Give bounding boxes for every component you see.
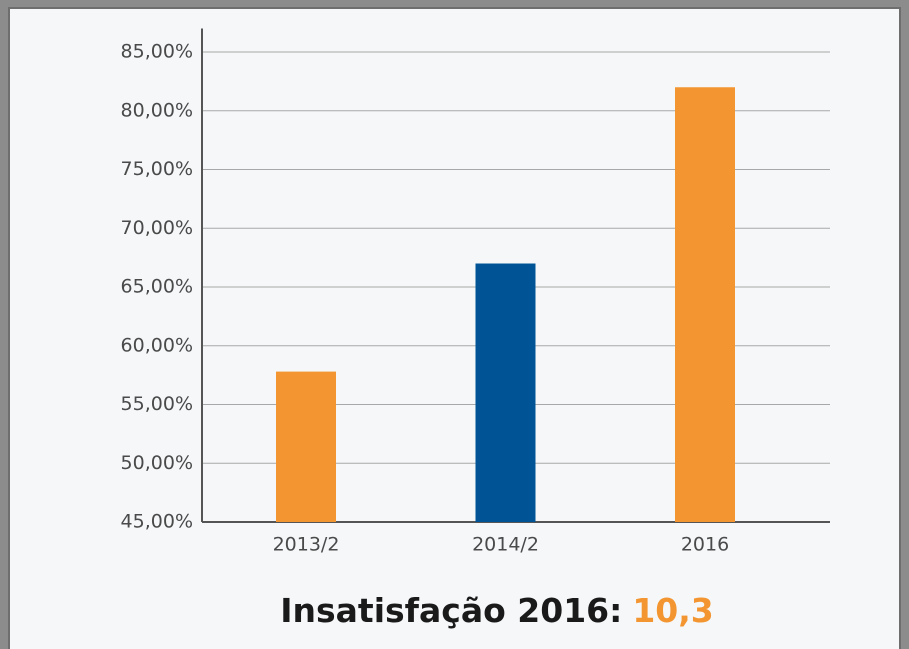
bar <box>675 87 735 522</box>
y-tick-label: 85,00% <box>121 41 193 63</box>
y-tick-label: 70,00% <box>121 217 193 239</box>
x-tick-label: 2016 <box>681 534 729 556</box>
x-tick-label: 2013/2 <box>273 534 340 556</box>
bar <box>276 371 336 522</box>
y-tick-label: 45,00% <box>121 511 193 533</box>
annotation: Insatisfação 2016: 10,3 <box>280 591 714 630</box>
x-tick-label: 2014/2 <box>472 534 539 556</box>
y-tick-label: 60,00% <box>121 334 193 356</box>
y-tick-label: 75,00% <box>121 158 193 180</box>
y-tick-label: 65,00% <box>121 276 193 298</box>
y-tick-label: 55,00% <box>121 393 193 415</box>
bar <box>475 263 536 522</box>
y-tick-label: 50,00% <box>121 452 193 474</box>
y-tick-label: 80,00% <box>121 99 193 121</box>
annotation-value: 10,3 <box>632 591 713 630</box>
panel <box>8 7 901 649</box>
annotation-label: Insatisfação 2016: <box>280 591 622 630</box>
